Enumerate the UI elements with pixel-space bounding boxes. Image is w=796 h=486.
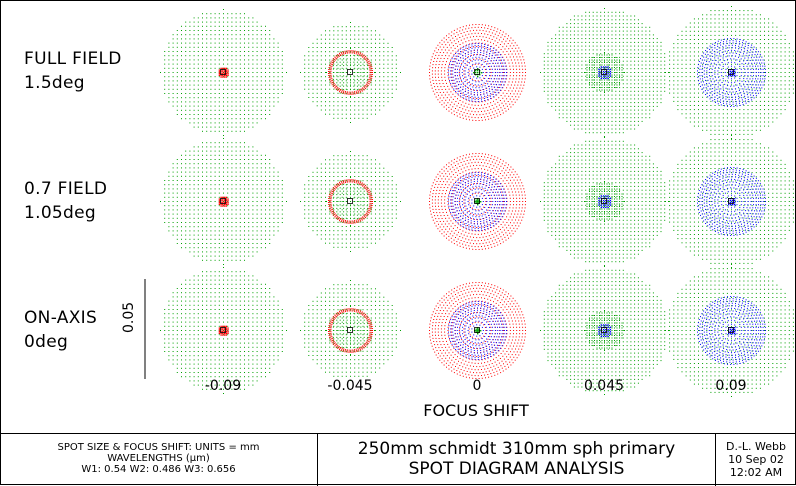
- title-box: 250mm schmidt 310mm sph primary SPOT DIA…: [318, 434, 716, 486]
- spot-diagram-r0-c1: [300, 22, 401, 123]
- focus-shift-tick: 0.045: [564, 378, 644, 394]
- row-label-field-angle: 1.05deg: [24, 201, 107, 225]
- time-text: 12:02 AM: [716, 466, 796, 479]
- spot-diagram-r1-c0: [160, 138, 287, 265]
- wavelength-values: W1: 0.54 W2: 0.486 W3: 0.656: [0, 464, 317, 475]
- units-box: SPOT SIZE & FOCUS SHIFT: UNITS = mm WAVE…: [0, 434, 318, 486]
- date-text: 10 Sep 02: [716, 453, 796, 466]
- author-name: D.-L. Webb: [716, 440, 796, 453]
- row-label-field-name: 0.7 FIELD: [24, 177, 107, 201]
- author-box: D.-L. Webb 10 Sep 02 12:02 AM: [716, 434, 796, 486]
- units-text: SPOT SIZE & FOCUS SHIFT: UNITS = mm: [0, 442, 317, 453]
- spot-diagram-r0-c2: [429, 24, 526, 121]
- row-label-full-field: FULL FIELD 1.5deg: [24, 47, 122, 95]
- spot-diagram-r0-c0: [160, 9, 287, 136]
- focus-shift-tick: -0.045: [310, 378, 390, 394]
- focus-shift-tick: 0: [437, 378, 517, 394]
- x-axis-label: FOCUS SHIFT: [380, 401, 572, 420]
- row-label-0.7-field: 0.7 FIELD 1.05deg: [24, 177, 107, 225]
- row-label-field-name: ON-AXIS: [24, 306, 97, 330]
- wavelengths-heading: WAVELENGTHS (µm): [0, 453, 317, 464]
- row-label-field-angle: 0deg: [24, 330, 97, 354]
- analysis-title: SPOT DIAGRAM ANALYSIS: [318, 459, 715, 479]
- spot-diagram-r2-c0: [160, 267, 287, 394]
- spot-diagram-r2-c3: [540, 266, 669, 395]
- scale-bar-label: 0.05: [121, 302, 137, 333]
- spot-diagram-r1-c1: [300, 151, 401, 252]
- row-label-field-name: FULL FIELD: [24, 47, 122, 71]
- focus-shift-tick: -0.09: [183, 378, 263, 394]
- spot-diagram-r0-c4: [665, 6, 796, 139]
- row-label-field-angle: 1.5deg: [24, 71, 122, 95]
- focus-shift-tick: 0.09: [691, 378, 771, 394]
- title-block: SPOT SIZE & FOCUS SHIFT: UNITS = mm WAVE…: [0, 433, 796, 486]
- spot-diagram-r1-c3: [540, 137, 669, 266]
- system-title: 250mm schmidt 310mm sph primary: [318, 439, 715, 459]
- spot-diagram-r1-c2: [429, 153, 526, 250]
- spot-diagram-r2-c2: [429, 282, 526, 379]
- spot-diagram-r2-c1: [300, 280, 401, 381]
- spot-diagram-r1-c4: [665, 135, 796, 268]
- row-label-on-axis: ON-AXIS 0deg: [24, 306, 97, 354]
- spot-diagram-r0-c3: [540, 8, 669, 137]
